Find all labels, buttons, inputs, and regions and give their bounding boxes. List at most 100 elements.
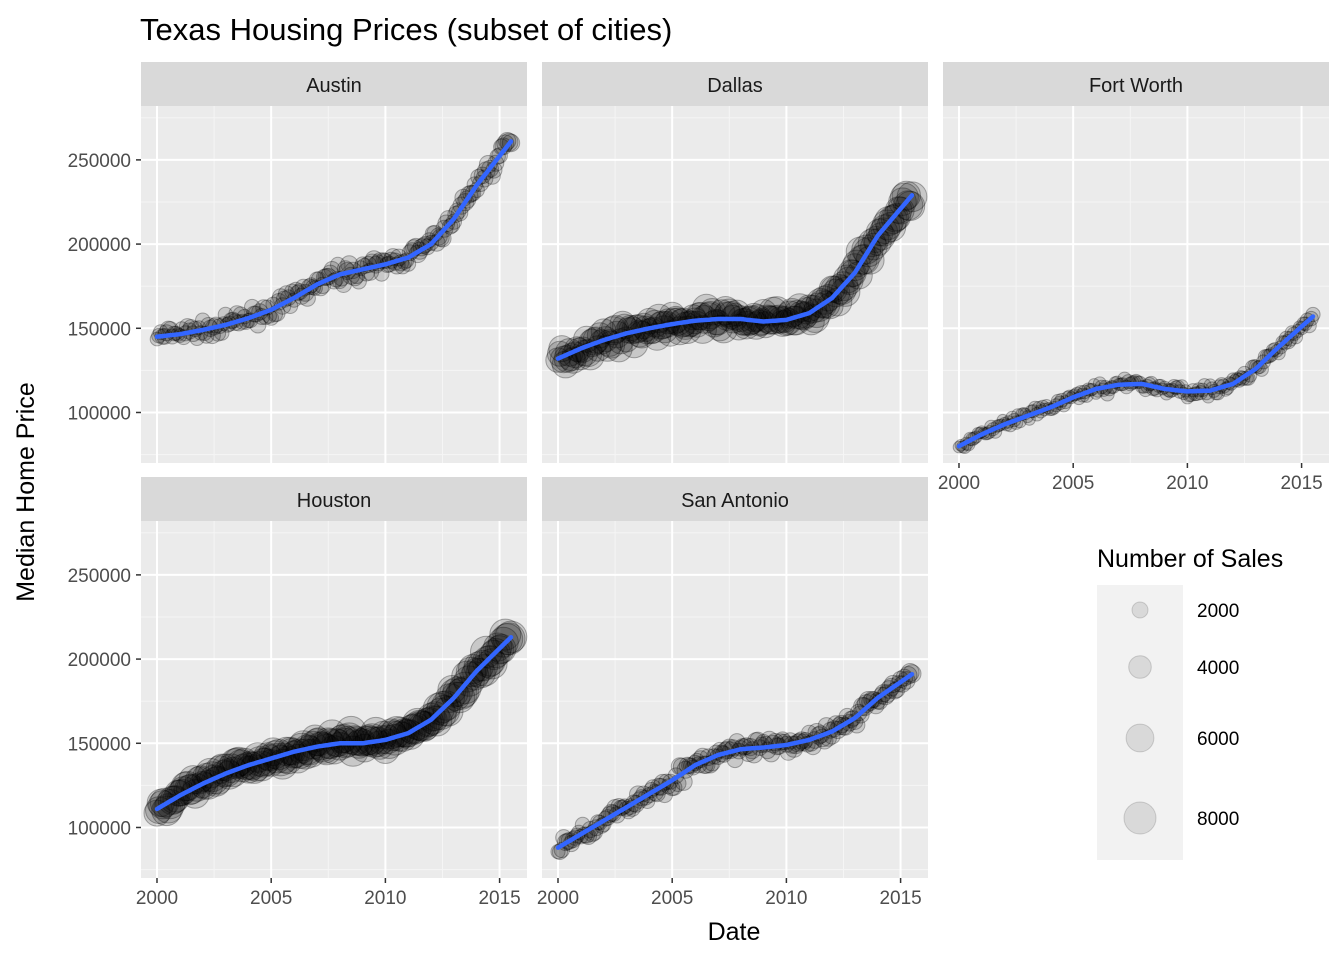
y-tick-label: 100000: [68, 818, 131, 839]
y-tick-label: 200000: [68, 235, 131, 256]
legend-key-label: 8000: [1197, 809, 1239, 830]
scatter-point: [489, 618, 522, 651]
facet-strip-label: Fort Worth: [1089, 75, 1183, 97]
legend-key-background: [1097, 585, 1183, 860]
scatter-point: [333, 722, 366, 755]
scatter-point: [712, 301, 743, 331]
scatter-point: [693, 302, 723, 332]
facet-strip: [943, 62, 1329, 106]
y-axis-title: Median Home Price: [12, 382, 40, 602]
scatter-point: [476, 648, 508, 680]
scatter-point: [443, 681, 476, 714]
scatter-point: [889, 182, 919, 212]
legend-key-label: 4000: [1197, 658, 1239, 679]
x-tick-label: 2015: [879, 888, 921, 909]
x-tick-label: 2015: [478, 888, 520, 909]
chart-title: Texas Housing Prices (subset of cities): [140, 12, 672, 47]
legend-key-circle: [1123, 801, 1157, 835]
scatter-point: [891, 180, 921, 211]
scatter-point: [895, 190, 926, 222]
panel-background: [542, 106, 928, 463]
scatter-point: [146, 788, 175, 818]
scatter-point: [424, 697, 457, 731]
scatter-point: [437, 214, 456, 233]
scatter-point: [451, 660, 484, 693]
scatter-point: [818, 275, 846, 303]
facet-panels: Austin 100000 150000 200000 250000 Dallas Fort…: [68, 62, 1329, 909]
scatter-point: [691, 293, 722, 323]
scatter-point: [153, 793, 184, 824]
facet-dallas: Dallas: [542, 62, 928, 463]
scatter-point: [876, 211, 907, 243]
scatter-point: [704, 309, 731, 336]
scatter-point: [709, 314, 738, 344]
scatter-point: [856, 694, 876, 713]
scatter-point: [431, 228, 450, 247]
y-tick-label: 250000: [68, 566, 131, 587]
scatter-point: [717, 301, 746, 330]
legend-key-label: 6000: [1197, 729, 1239, 750]
y-tick-label: 150000: [68, 734, 131, 755]
smooth-trend-line: [154, 634, 514, 812]
x-tick-label: 2000: [136, 888, 178, 909]
y-tick-label: 250000: [68, 151, 131, 172]
scatter-point: [455, 656, 487, 688]
scatter-point: [752, 311, 779, 339]
facet-strip: [141, 477, 527, 521]
legend: Number of Sales 2000 4000 6000 8000: [1097, 545, 1283, 860]
facet-strip-label: Houston: [297, 490, 372, 512]
x-tick-label: 2010: [765, 888, 807, 909]
legend-title: Number of Sales: [1097, 545, 1283, 573]
smooth-trend-line: [154, 139, 514, 339]
facet-austin: Austin 100000 150000 200000 250000: [68, 62, 527, 463]
scatter-point: [428, 694, 461, 727]
scatter-point: [762, 296, 792, 326]
x-tick-label: 2000: [938, 473, 980, 494]
legend-key-circle: [1128, 655, 1152, 679]
facet-strip-label: Dallas: [707, 75, 763, 97]
scatter-point: [421, 705, 453, 737]
scatter-point: [470, 635, 503, 669]
smooth-trend-line: [555, 671, 915, 850]
scatter-point: [151, 795, 182, 827]
smooth-trend-line: [956, 314, 1316, 449]
panel-background: [141, 521, 527, 878]
scatter-point: [447, 676, 480, 708]
x-tick-label: 2015: [1280, 473, 1322, 494]
facet-strip: [141, 62, 527, 106]
x-tick-label: 2005: [651, 888, 693, 909]
scatter-point: [437, 675, 467, 705]
x-tick-label: 2005: [250, 888, 292, 909]
scatter-point: [844, 261, 873, 290]
scatter-point: [888, 187, 917, 216]
facet-fort-worth: Fort Worth 2000 2005 2010 2015: [938, 62, 1329, 494]
scatter-point: [465, 658, 496, 689]
legend-key-circle: [1125, 723, 1155, 753]
scatter-point: [330, 256, 346, 273]
x-tick-label: 2010: [364, 888, 406, 909]
scatter-point: [445, 677, 478, 710]
scatter-point: [468, 654, 501, 687]
smooth-trend-line: [555, 193, 915, 361]
panel-background: [141, 106, 527, 463]
scatter-point: [195, 312, 211, 328]
facet-san-antonio: San Antonio 2000 2005 2010 2015: [537, 477, 928, 909]
scatter-point: [422, 692, 455, 726]
legend-key-circle: [1131, 601, 1149, 619]
scatter-point: [820, 275, 848, 304]
scatter-point: [721, 303, 749, 331]
x-axis-title: Date: [708, 918, 761, 946]
scatter-point: [432, 696, 464, 727]
facet-strip-label: San Antonio: [681, 490, 789, 512]
facet-houston: Houston 100000 150000 200000 250000 2000 2005 2…: [68, 477, 528, 909]
x-tick-label: 2005: [1052, 473, 1094, 494]
scatter-point: [457, 654, 488, 684]
y-tick-label: 150000: [68, 319, 131, 340]
scatter-point: [706, 314, 734, 342]
scatter-point: [830, 276, 861, 307]
scatter-point: [335, 715, 367, 748]
y-tick-label: 200000: [68, 650, 131, 671]
facet-strip: [542, 477, 928, 521]
scatter-point: [335, 276, 352, 294]
